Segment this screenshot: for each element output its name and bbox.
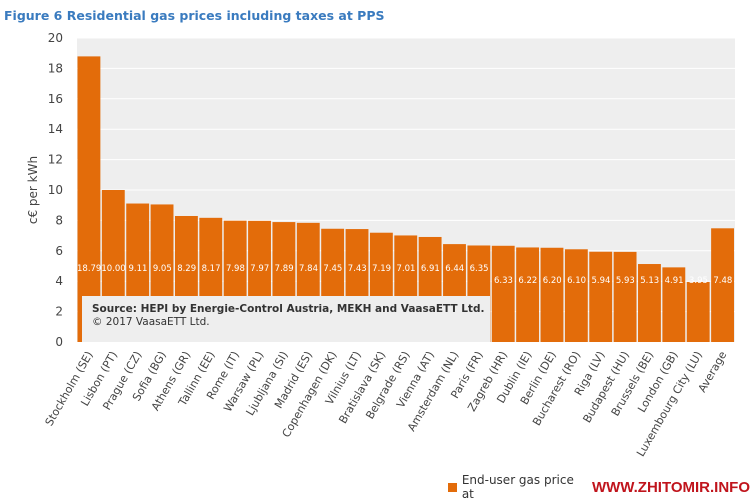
data-label: 7.89 (275, 264, 294, 274)
data-label: 7.01 (397, 264, 416, 274)
data-label: 6.22 (518, 276, 537, 286)
y-axis-label: c€ per kWh (26, 156, 40, 224)
data-label: 7.48 (713, 276, 732, 286)
data-label: 6.20 (543, 276, 562, 286)
bar (564, 249, 588, 342)
legend-label: End-user gas price at (461, 473, 574, 501)
data-label: 5.13 (640, 276, 659, 286)
bar (491, 245, 515, 342)
y-tick-label: 18 (48, 61, 63, 75)
y-tick-label: 14 (48, 122, 63, 136)
data-label: 5.93 (616, 276, 635, 286)
data-label: 7.97 (250, 264, 269, 274)
data-label: 6.91 (421, 264, 440, 274)
legend-swatch (448, 482, 457, 492)
data-label: 7.19 (372, 264, 391, 274)
data-label: 10.00 (101, 264, 125, 274)
data-label: 18.79 (77, 264, 101, 274)
data-label: 7.43 (348, 264, 367, 274)
y-tick-label: 10 (48, 183, 63, 197)
legend: End-user gas price at WWW.ZHITOMIR.INFO (448, 473, 750, 501)
data-label: 9.11 (128, 264, 147, 274)
bar (516, 247, 540, 342)
copyright-text: © 2017 VaasaETT Ltd. (92, 316, 210, 328)
data-label: 8.17 (202, 264, 221, 274)
bar (638, 264, 661, 342)
bar (77, 56, 101, 342)
data-label: 6.35 (470, 264, 489, 274)
data-label: 6.44 (445, 264, 464, 274)
data-label: 6.33 (494, 276, 513, 286)
chart-title: Figure 6 Residential gas prices includin… (4, 8, 385, 23)
y-tick-label: 16 (48, 92, 63, 106)
data-label: 8.29 (177, 264, 196, 274)
data-label: 5.94 (591, 276, 610, 286)
y-tick-label: 8 (55, 213, 63, 227)
bar (589, 251, 613, 342)
data-label: 7.45 (323, 264, 342, 274)
data-label: 7.98 (226, 264, 245, 274)
data-label: 6.10 (567, 276, 586, 286)
data-label: 4.91 (665, 276, 684, 286)
data-label: 7.84 (299, 264, 318, 274)
source-box (82, 296, 490, 342)
source-text: Source: HEPI by Energie-Control Austria,… (92, 303, 484, 315)
y-tick-label: 0 (55, 335, 63, 349)
bar (686, 281, 710, 342)
data-label: 3.95 (689, 276, 708, 286)
data-label: 9.05 (153, 264, 172, 274)
y-tick-label: 20 (48, 31, 63, 45)
bar (662, 267, 686, 342)
bar (540, 247, 564, 342)
y-tick-label: 12 (48, 153, 63, 167)
y-tick-label: 2 (55, 305, 63, 319)
bar (613, 251, 637, 342)
y-tick-label: 4 (55, 274, 63, 288)
bar (711, 228, 734, 342)
watermark: WWW.ZHITOMIR.INFO (591, 478, 750, 496)
y-tick-label: 6 (55, 244, 63, 258)
